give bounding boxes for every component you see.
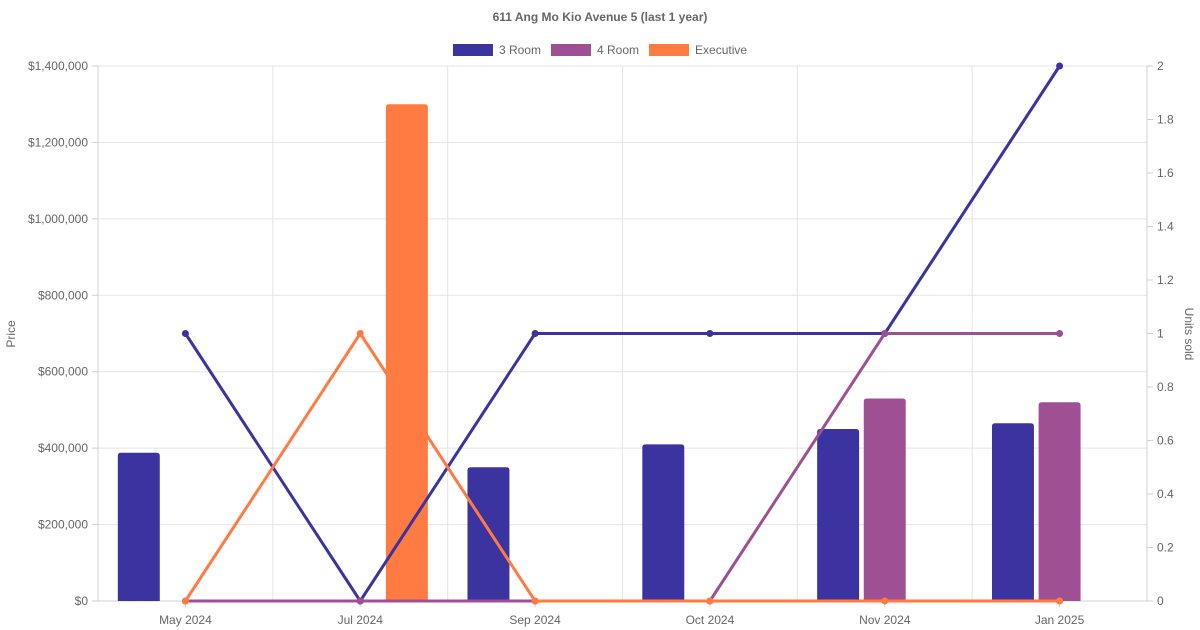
lines: [181, 62, 1064, 605]
x-tick-label: Jul 2024: [338, 613, 384, 627]
right-y-axis: 0 0.2 0.4 0.6 0.8 1 1.2 1.4 1.6 1.8 2: [1146, 59, 1174, 608]
bar-executive-jul-2024[interactable]: [385, 104, 428, 601]
point-4-room-nov-2024[interactable]: [881, 330, 889, 337]
right-tick-label: 2: [1157, 59, 1164, 73]
bars: [117, 104, 1081, 601]
x-tick-label: May 2024: [159, 613, 212, 627]
x-tick-label: Sep 2024: [509, 613, 561, 627]
right-tick-label: 0.6: [1157, 434, 1174, 448]
right-tick-label: 1.6: [1157, 166, 1174, 180]
legend-label: 4 Room: [597, 43, 639, 57]
y-left-axis-title: Price: [4, 320, 18, 348]
right-tick-label: 1.2: [1157, 273, 1174, 287]
line-3-room: [184, 65, 1061, 603]
x-tick-label: Jan 2025: [1035, 613, 1085, 627]
right-tick-label: 0: [1157, 594, 1164, 608]
legend-label: 3 Room: [499, 43, 541, 57]
point-executive-jan-2025[interactable]: [1056, 597, 1064, 605]
left-tick-label: $800,000: [38, 288, 88, 302]
bar-4-room-jan-2025[interactable]: [1038, 402, 1081, 601]
legend-swatch: [649, 44, 690, 56]
bar-3-room-jan-2025[interactable]: [991, 423, 1034, 601]
point-3-room-jan-2025[interactable]: [1056, 62, 1064, 70]
chart-title: 611 Ang Mo Kio Avenue 5 (last 1 year): [493, 10, 708, 24]
right-tick-label: 1.4: [1157, 220, 1174, 234]
x-axis: May 2024 Jul 2024 Sep 2024 Oct 2024 Nov 2024…: [98, 600, 1147, 627]
left-tick-label: $400,000: [38, 441, 88, 455]
legend-item-4-room[interactable]: 4 Room: [550, 43, 639, 57]
line-executive: [184, 332, 1060, 603]
bar-3-room-oct-2024[interactable]: [642, 444, 685, 601]
bar-3-room-nov-2024[interactable]: [817, 429, 860, 601]
bar-4-room-nov-2024[interactable]: [863, 398, 906, 601]
point-3-room-sep-2024[interactable]: [531, 330, 539, 337]
point-executive-sep-2024[interactable]: [531, 597, 539, 605]
legend-swatch: [550, 44, 591, 56]
bar-3-room-may-2024[interactable]: [117, 452, 160, 601]
point-executive-nov-2024[interactable]: [881, 597, 889, 605]
left-tick-label: $200,000: [38, 518, 88, 532]
right-tick-label: 0.8: [1157, 380, 1174, 394]
x-tick-label: Nov 2024: [859, 613, 911, 627]
point-3-room-oct-2024[interactable]: [706, 330, 714, 337]
point-executive-may-2024[interactable]: [181, 597, 189, 605]
left-y-axis: $0 $200,000 $400,000 $600,000 $800,000 $1,000…: [28, 59, 99, 608]
left-tick-label: $0: [75, 594, 89, 608]
left-tick-label: $1,200,000: [28, 135, 88, 149]
y-right-axis-title: Units sold: [1182, 308, 1196, 361]
legend-label: Executive: [695, 43, 747, 57]
right-tick-label: 1.8: [1157, 113, 1174, 127]
legend-item-3-room[interactable]: 3 Room: [452, 43, 541, 57]
point-4-room-jan-2025[interactable]: [1056, 330, 1064, 337]
right-tick-label: 0.4: [1157, 487, 1174, 501]
bar-3-room-sep-2024[interactable]: [467, 467, 510, 601]
point-4-room-jul-2024[interactable]: [356, 597, 364, 605]
point-executive-jul-2024[interactable]: [356, 330, 364, 337]
left-tick-label: $600,000: [38, 365, 88, 379]
left-tick-label: $1,000,000: [28, 212, 88, 226]
x-tick-label: Oct 2024: [686, 613, 735, 627]
legend: 3 Room 4 Room Executive: [452, 43, 747, 57]
right-tick-label: 1: [1157, 327, 1164, 341]
legend-swatch: [452, 44, 493, 56]
left-tick-label: $1,400,000: [28, 59, 88, 73]
point-executive-oct-2024[interactable]: [706, 597, 714, 605]
legend-item-executive[interactable]: Executive: [649, 43, 747, 57]
point-3-room-may-2024[interactable]: [181, 330, 189, 337]
right-tick-label: 0.2: [1157, 541, 1174, 555]
